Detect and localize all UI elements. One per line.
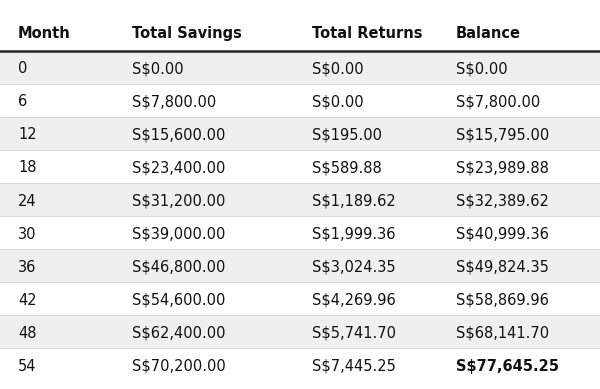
- Text: S$0.00: S$0.00: [132, 61, 184, 76]
- Bar: [0, 216, 600, 249]
- Text: 42: 42: [18, 293, 37, 308]
- Text: S$15,600.00: S$15,600.00: [132, 127, 226, 142]
- Text: S$32,389.62: S$32,389.62: [456, 193, 549, 209]
- Bar: [0, 84, 600, 117]
- Text: 30: 30: [18, 226, 37, 242]
- Text: 48: 48: [18, 326, 37, 341]
- Text: S$31,200.00: S$31,200.00: [132, 193, 226, 209]
- Text: Total Savings: Total Savings: [132, 26, 242, 40]
- Text: S$1,189.62: S$1,189.62: [312, 193, 396, 209]
- Text: S$5,741.70: S$5,741.70: [312, 326, 396, 341]
- Text: 12: 12: [18, 127, 37, 142]
- Text: S$62,400.00: S$62,400.00: [132, 326, 226, 341]
- Text: S$15,795.00: S$15,795.00: [456, 127, 549, 142]
- Text: S$54,600.00: S$54,600.00: [132, 293, 226, 308]
- Text: Total Returns: Total Returns: [312, 26, 422, 40]
- Text: Balance: Balance: [456, 26, 521, 40]
- Text: S$49,824.35: S$49,824.35: [456, 259, 549, 275]
- Text: S$4,269.96: S$4,269.96: [312, 293, 396, 308]
- Text: S$0.00: S$0.00: [456, 61, 508, 76]
- Text: S$58,869.96: S$58,869.96: [456, 293, 549, 308]
- Text: 54: 54: [18, 359, 37, 374]
- Text: S$46,800.00: S$46,800.00: [132, 259, 226, 275]
- Bar: [0, 51, 600, 84]
- Text: Month: Month: [18, 26, 71, 40]
- Text: S$1,999.36: S$1,999.36: [312, 226, 395, 242]
- Text: S$40,999.36: S$40,999.36: [456, 226, 549, 242]
- Text: 18: 18: [18, 160, 37, 175]
- Text: S$589.88: S$589.88: [312, 160, 382, 175]
- Bar: [0, 348, 600, 381]
- Text: S$7,800.00: S$7,800.00: [456, 94, 540, 109]
- Text: S$195.00: S$195.00: [312, 127, 382, 142]
- Text: 24: 24: [18, 193, 37, 209]
- Text: S$68,141.70: S$68,141.70: [456, 326, 549, 341]
- Text: 6: 6: [18, 94, 27, 109]
- Text: S$23,400.00: S$23,400.00: [132, 160, 226, 175]
- Bar: [0, 315, 600, 348]
- Text: S$23,989.88: S$23,989.88: [456, 160, 549, 175]
- Text: 0: 0: [18, 61, 28, 76]
- Text: 36: 36: [18, 259, 37, 275]
- Text: S$0.00: S$0.00: [312, 94, 364, 109]
- Text: S$0.00: S$0.00: [312, 61, 364, 76]
- Bar: [0, 12, 600, 51]
- Bar: [0, 150, 600, 183]
- Bar: [0, 249, 600, 282]
- Text: S$3,024.35: S$3,024.35: [312, 259, 395, 275]
- Bar: [0, 282, 600, 315]
- Bar: [0, 117, 600, 150]
- Text: S$7,800.00: S$7,800.00: [132, 94, 216, 109]
- Bar: [0, 183, 600, 216]
- Text: S$39,000.00: S$39,000.00: [132, 226, 226, 242]
- Text: S$70,200.00: S$70,200.00: [132, 359, 226, 374]
- Text: S$7,445.25: S$7,445.25: [312, 359, 396, 374]
- Text: S$77,645.25: S$77,645.25: [456, 359, 559, 374]
